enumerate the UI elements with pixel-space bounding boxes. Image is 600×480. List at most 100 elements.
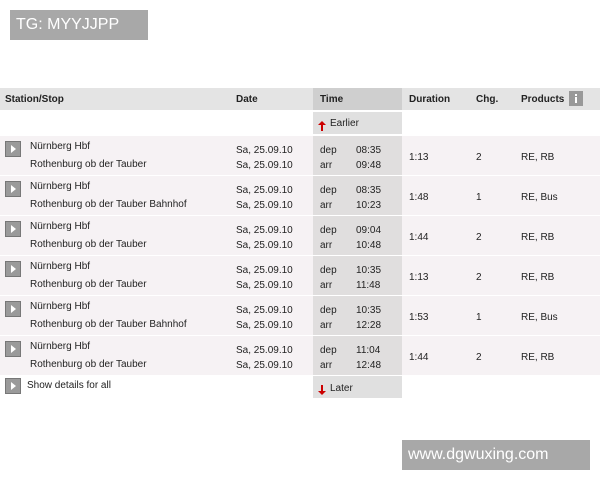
dep-date: Sa, 25.09.10 xyxy=(236,225,293,236)
details-button[interactable] xyxy=(5,221,21,237)
duration: 1:53 xyxy=(409,312,429,323)
column-header: Time xyxy=(320,94,344,105)
products: RE, Bus xyxy=(521,192,558,203)
row-bg xyxy=(0,216,600,255)
arrow-down xyxy=(318,382,326,395)
time-bg xyxy=(313,376,402,398)
changes: 2 xyxy=(476,272,482,283)
changes: 1 xyxy=(476,192,482,203)
column-header: Duration xyxy=(409,94,451,105)
details-button[interactable] xyxy=(5,378,21,394)
time-bg xyxy=(313,296,402,335)
arr-label: arr xyxy=(320,320,333,331)
duration: 1:44 xyxy=(409,232,429,243)
arr-label: arr xyxy=(320,280,333,291)
arr-label: arr xyxy=(320,200,333,211)
arr-time: 09:48 xyxy=(356,160,382,171)
info-icon xyxy=(569,91,583,106)
details-button[interactable] xyxy=(5,261,21,277)
arr-label: arr xyxy=(320,360,333,371)
arr-time: 11:48 xyxy=(356,280,381,291)
dep-label: dep xyxy=(320,225,337,236)
dep-label: dep xyxy=(320,265,337,276)
station-from: Nürnberg Hbf xyxy=(30,221,91,232)
row-bg xyxy=(0,136,600,175)
dep-time: 10:35 xyxy=(356,305,382,316)
arr-date: Sa, 25.09.10 xyxy=(236,280,293,291)
row-bg xyxy=(0,336,600,375)
later-link[interactable]: Later xyxy=(330,383,353,394)
arr-time: 12:28 xyxy=(356,320,382,331)
arr-date: Sa, 25.09.10 xyxy=(236,320,293,331)
dep-label: dep xyxy=(320,305,337,316)
dep-date: Sa, 25.09.10 xyxy=(236,265,293,276)
changes: 1 xyxy=(476,312,482,323)
station-to: Rothenburg ob der Tauber xyxy=(30,359,147,370)
arr-date: Sa, 25.09.10 xyxy=(236,200,293,211)
duration: 1:13 xyxy=(409,152,429,163)
dep-time: 10:35 xyxy=(356,265,382,276)
time-bg xyxy=(313,112,402,134)
dep-date: Sa, 25.09.10 xyxy=(236,305,293,316)
earlier-link[interactable]: Earlier xyxy=(330,118,359,129)
column-header: Station/Stop xyxy=(5,94,64,105)
products: RE, RB xyxy=(521,152,555,163)
products: RE, RB xyxy=(521,232,555,243)
details-button[interactable] xyxy=(5,341,21,357)
time-header-bg xyxy=(313,88,402,110)
station-to: Rothenburg ob der Tauber Bahnhof xyxy=(30,199,187,210)
time-bg xyxy=(313,136,402,175)
arr-date: Sa, 25.09.10 xyxy=(236,160,293,171)
dep-time: 08:35 xyxy=(356,185,382,196)
dep-label: dep xyxy=(320,185,337,196)
column-header: Products xyxy=(521,94,565,105)
time-bg xyxy=(313,176,402,215)
details-button[interactable] xyxy=(5,181,21,197)
header-bg xyxy=(0,88,600,110)
details-button[interactable] xyxy=(5,301,21,317)
watermark: www.dgwuxing.com xyxy=(402,440,590,470)
station-to: Rothenburg ob der Tauber Bahnhof xyxy=(30,319,187,330)
station-from: Nürnberg Hbf xyxy=(30,141,91,152)
dep-date: Sa, 25.09.10 xyxy=(236,185,293,196)
station-to: Rothenburg ob der Tauber xyxy=(30,159,147,170)
column-header: Date xyxy=(236,94,258,105)
show-details-link[interactable]: Show details for all xyxy=(27,380,111,391)
dep-date: Sa, 25.09.10 xyxy=(236,345,293,356)
products: RE, RB xyxy=(521,272,555,283)
station-from: Nürnberg Hbf xyxy=(30,341,91,352)
row-bg xyxy=(0,256,600,295)
dep-label: dep xyxy=(320,145,337,156)
station-from: Nürnberg Hbf xyxy=(30,261,91,272)
station-from: Nürnberg Hbf xyxy=(30,301,91,312)
duration: 1:13 xyxy=(409,272,429,283)
station-to: Rothenburg ob der Tauber xyxy=(30,279,147,290)
row-bg xyxy=(0,176,600,215)
arr-date: Sa, 25.09.10 xyxy=(236,240,293,251)
station-to: Rothenburg ob der Tauber xyxy=(30,239,147,250)
time-bg xyxy=(313,336,402,375)
dep-time: 08:35 xyxy=(356,145,382,156)
dep-time: 11:04 xyxy=(356,345,381,356)
arr-label: arr xyxy=(320,160,333,171)
duration: 1:44 xyxy=(409,352,429,363)
row-bg xyxy=(0,296,600,335)
arr-label: arr xyxy=(320,240,333,251)
watermark: TG: MYYJJPP xyxy=(10,10,148,40)
arrow-up xyxy=(318,118,326,131)
time-bg xyxy=(313,216,402,255)
dep-time: 09:04 xyxy=(356,225,382,236)
changes: 2 xyxy=(476,352,482,363)
arr-time: 10:23 xyxy=(356,200,382,211)
arr-time: 10:48 xyxy=(356,240,382,251)
changes: 2 xyxy=(476,232,482,243)
dep-label: dep xyxy=(320,345,337,356)
details-button[interactable] xyxy=(5,141,21,157)
column-header: Chg. xyxy=(476,94,499,105)
time-bg xyxy=(313,256,402,295)
duration: 1:48 xyxy=(409,192,429,203)
changes: 2 xyxy=(476,152,482,163)
dep-date: Sa, 25.09.10 xyxy=(236,145,293,156)
arr-time: 12:48 xyxy=(356,360,382,371)
products: RE, RB xyxy=(521,352,555,363)
